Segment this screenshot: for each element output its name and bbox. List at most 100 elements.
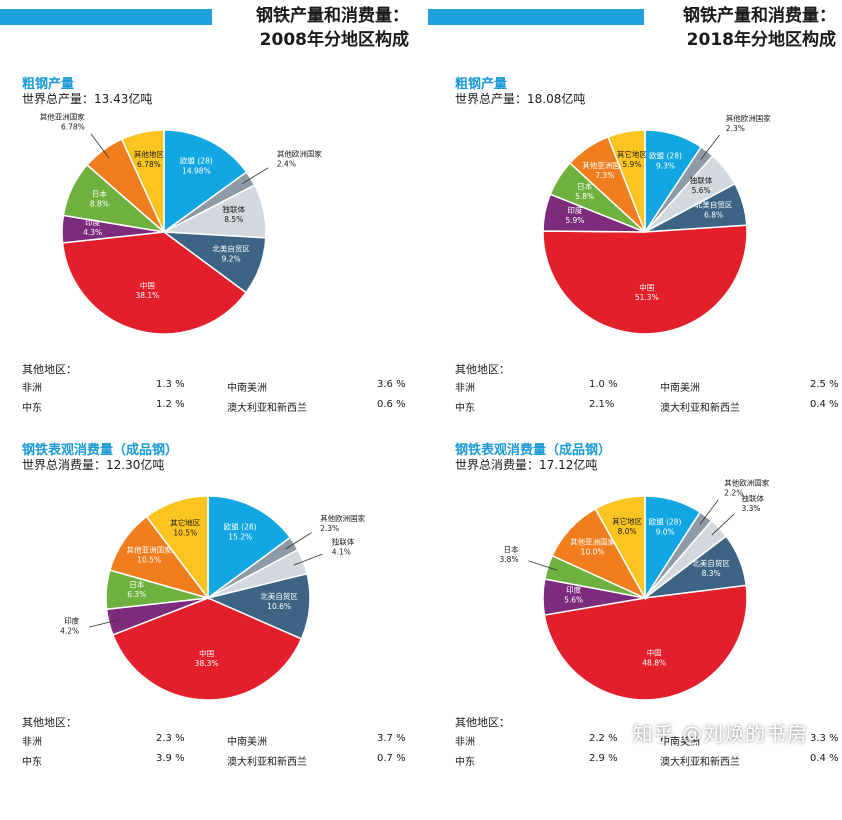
title-right-line2: 2018年分地区构成	[686, 30, 836, 50]
slice-label: 其他欧洲国家	[724, 478, 769, 488]
leader-line	[285, 532, 312, 550]
title-left: 钢铁产量和消费量： 2008年分地区构成	[215, 4, 409, 52]
slice-value-label: 2.3%	[726, 124, 745, 133]
panel-consumption-2008: 钢铁表观消费量（成品钢） 世界总消费量：12.30亿吨 欧盟 (28) 15.2%…	[22, 436, 427, 820]
pie-slice	[120, 129, 165, 233]
slice-label: 欧盟 (28)	[649, 517, 682, 527]
slice-value-label: 10.5%	[173, 528, 197, 537]
panel-consumption-2018: 钢铁表观消费量（成品钢） 世界总消费量：17.12亿吨 欧盟 (28) 9.0% 其…	[455, 436, 842, 820]
slice-value-label: 4.3%	[83, 228, 102, 237]
slice-label: 其他亚洲国家	[582, 160, 627, 170]
slice-value-label: 8.3%	[702, 569, 721, 578]
slice-label: 其他欧洲国家	[320, 513, 365, 523]
slice-value-label: 5.6%	[564, 595, 583, 604]
slice-label: 其它地区	[617, 149, 647, 159]
others-label-africa: 非洲	[22, 383, 42, 394]
others-label-middle-east: 中东	[22, 757, 42, 768]
slice-label: 欧盟 (28)	[180, 155, 213, 165]
others-title: 其他地区：	[455, 363, 510, 376]
others-value-latin-america: 2.5 %	[810, 379, 839, 390]
slice-value-label: 8.0%	[618, 527, 637, 536]
chart-title: 粗钢产量	[22, 77, 75, 92]
others-title: 其他地区：	[22, 363, 77, 376]
chart-title: 钢铁表观消费量（成品钢）	[22, 443, 179, 458]
slice-value-label: 51.3%	[635, 293, 659, 302]
slice-value-label: 8.8%	[90, 200, 109, 209]
title-right: 钢铁产量和消费量： 2018年分地区构成	[646, 4, 836, 52]
others-value-africa: 2.3 %	[156, 733, 185, 744]
others-label-australia-nz: 澳大利亚和新西兰	[660, 757, 740, 768]
slice-label: 其他亚洲国家	[570, 537, 615, 547]
panel-production-2018: 粗钢产量 世界总产量：18.08亿吨 欧盟 (28) 9.3% 其他欧洲国家 2.3%…	[455, 70, 842, 454]
others-label-australia-nz: 澳大利亚和新西兰	[227, 757, 307, 768]
others-label-middle-east: 中东	[455, 403, 475, 414]
others-value-africa: 1.0 %	[589, 379, 618, 390]
slice-value-label: 5.8%	[575, 192, 594, 201]
slice-label: 北美自贸区	[212, 243, 250, 253]
total-label: 世界总产量：13.43亿吨	[22, 92, 153, 106]
slice-value-label: 9.2%	[222, 254, 241, 263]
slice-label: 独联体	[332, 537, 355, 547]
slice-label: 其他欧洲国家	[277, 148, 322, 158]
others-label-middle-east: 中东	[22, 403, 42, 414]
others-value-latin-america: 3.7 %	[377, 733, 406, 744]
pie-slice	[543, 584, 748, 701]
others-row: 中东 3.9 % 澳大利亚和新西兰 0.7 %	[22, 753, 422, 768]
slice-value-label: 6.78%	[61, 123, 85, 132]
others-label-australia-nz: 澳大利亚和新西兰	[660, 403, 740, 414]
others-label-africa: 非洲	[455, 383, 475, 394]
slice-label: 其他欧洲国家	[726, 113, 771, 123]
slice-label: 中国	[647, 648, 662, 658]
others-row: 中东 2.9 % 澳大利亚和新西兰 0.4 %	[455, 753, 842, 768]
slice-value-label: 7.3%	[595, 171, 614, 180]
others-label-latin-america: 中南美洲	[227, 737, 267, 748]
pie-slice	[607, 129, 646, 233]
slice-value-label: 14.98%	[182, 166, 211, 175]
others-label-latin-america: 中南美洲	[660, 737, 700, 748]
slice-value-label: 10.5%	[137, 556, 161, 565]
slice-label: 日本	[504, 544, 519, 554]
slice-label: 印度	[85, 217, 100, 227]
slice-value-label: 2.2%	[724, 489, 743, 498]
title-left-line1: 钢铁产量和消费量：	[256, 6, 409, 26]
others-label-africa: 非洲	[455, 737, 475, 748]
slice-value-label: 2.3%	[320, 524, 339, 533]
slice-value-label: 4.1%	[332, 548, 351, 557]
leader-line	[89, 619, 119, 628]
total-label: 世界总消费量：12.30亿吨	[22, 458, 165, 472]
others-value-middle-east: 2.9 %	[589, 753, 618, 764]
slice-value-label: 9.3%	[656, 162, 675, 171]
pie-slice	[542, 224, 748, 335]
slice-value-label: 48.8%	[642, 659, 666, 668]
others-value-middle-east: 1.2 %	[156, 399, 185, 410]
pie-slice	[145, 495, 209, 601]
pie-slice	[61, 231, 248, 335]
others-title: 其他地区：	[455, 716, 510, 729]
others-value-middle-east: 2.1%	[589, 399, 615, 410]
pie-slice	[163, 129, 248, 234]
total-label: 世界总产量：18.08亿吨	[455, 92, 586, 106]
slice-value-label: 38.3%	[195, 659, 219, 668]
slice-value-label: 10.6%	[267, 602, 291, 611]
slice-label: 中国	[639, 282, 654, 292]
slice-value-label: 38.1%	[135, 291, 159, 300]
title-bar-left	[0, 9, 212, 25]
slice-label: 中国	[140, 280, 155, 290]
slice-value-label: 5.9%	[565, 216, 584, 225]
slice-label: 其他亚洲国家	[127, 545, 172, 555]
slice-value-label: 9.0%	[656, 528, 675, 537]
slice-value-label: 5.9%	[622, 160, 641, 169]
others-value-australia-nz: 0.4 %	[810, 399, 839, 410]
title-bar-right	[428, 9, 644, 25]
others-value-australia-nz: 0.4 %	[810, 753, 839, 764]
others-row: 非洲 1.3 % 中南美洲 3.6 %	[22, 379, 422, 394]
others-title: 其他地区：	[22, 716, 77, 729]
others-value-latin-america: 3.6 %	[377, 379, 406, 390]
others-row: 中东 1.2 % 澳大利亚和新西兰 0.6 %	[22, 399, 422, 414]
slice-label: 日本	[129, 579, 144, 589]
slice-label: 北美自贸区	[692, 558, 730, 568]
slice-value-label: 8.5%	[224, 215, 243, 224]
slice-label: 独联体	[742, 493, 765, 503]
slice-label: 其它地区	[612, 516, 642, 526]
